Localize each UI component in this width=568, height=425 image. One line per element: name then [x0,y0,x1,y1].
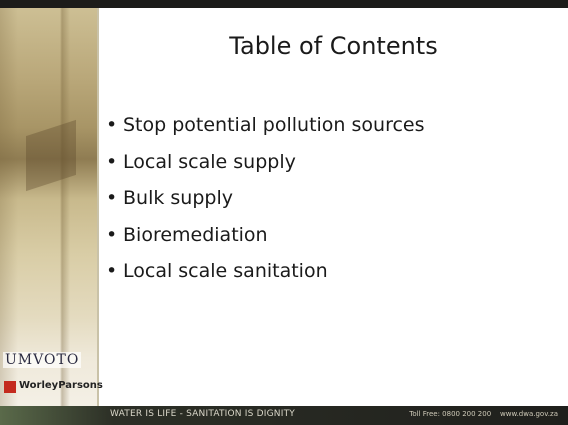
top-bar [0,0,568,8]
footer-motto: WATER IS LIFE - SANITATION IS DIGNITY [110,409,295,419]
logo-umvoto: UMVOTO [3,352,81,368]
bullet: Bulk supply [106,183,425,220]
side-edge [97,8,99,406]
bullet: Bioremediation [106,220,425,257]
slide: Table of Contents Stop potential polluti… [0,0,568,425]
slide-title: Table of Contents [99,32,568,60]
bullet: Local scale supply [106,147,425,184]
logo-worleyparsons: WorleyParsons [19,380,103,391]
bullet: Stop potential pollution sources [106,110,425,147]
side-shadow [26,120,76,191]
logo-icon [4,381,16,393]
footer-contact: Toll Free: 0800 200 200 www.dwa.gov.za [409,410,558,418]
bullet: Local scale sanitation [106,256,425,293]
bullet-list: Stop potential pollution sources Local s… [106,110,425,293]
side-image [0,8,97,406]
